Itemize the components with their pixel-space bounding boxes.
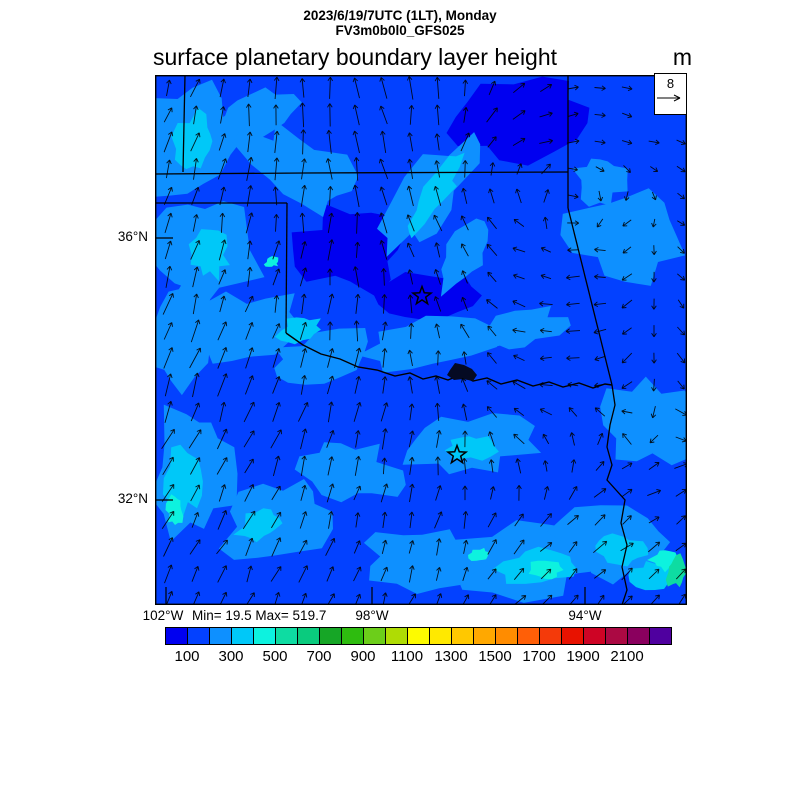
colorbar-tick-label: 1300 <box>434 648 468 665</box>
colorbar-cell <box>605 627 628 645</box>
colorbar-tick-label: 1500 <box>478 648 512 665</box>
colorbar-cell <box>209 627 232 645</box>
colorbar-cell <box>319 627 342 645</box>
field-patch <box>263 256 279 267</box>
map-frame <box>155 75 687 605</box>
minmax-stats: Min= 19.5 Max= 519.7 <box>192 608 327 623</box>
wind-reference-arrow-icon <box>657 94 681 102</box>
colorbar-cell <box>363 627 386 645</box>
state-border <box>285 202 288 334</box>
datetime-line: 2023/6/19/7UTC (1LT), Monday <box>303 8 497 23</box>
state-border <box>567 207 613 386</box>
state-border <box>182 75 186 173</box>
field-patch <box>291 203 406 298</box>
colorbar-cell <box>341 627 364 645</box>
field-patch <box>560 188 686 286</box>
colorbar-cell <box>649 627 672 645</box>
wind-reference-value: 8 <box>666 76 675 91</box>
field-patch <box>528 560 564 580</box>
map-layers <box>155 75 687 605</box>
colorbar-cell <box>517 627 540 645</box>
state-border <box>606 384 628 605</box>
wind-reference-box: 8 <box>654 73 687 115</box>
field-patch <box>572 158 628 207</box>
field-patch <box>204 87 302 150</box>
colorbar-cell <box>429 627 452 645</box>
colorbar-cell <box>385 627 408 645</box>
colorbar-tick-label: 1900 <box>566 648 600 665</box>
field-patch <box>294 442 406 503</box>
colorbar-tick-label: 1100 <box>390 648 424 665</box>
colorbar-cell <box>583 627 606 645</box>
lat-label: 36°N <box>117 229 148 244</box>
city-star-marker <box>445 443 469 465</box>
field-patch <box>407 152 465 239</box>
colorbar-cell <box>451 627 474 645</box>
field-patch <box>440 218 489 297</box>
field-patch <box>363 529 487 594</box>
field-patch <box>173 291 299 364</box>
colorbar-cell <box>539 627 562 645</box>
colorbar-cell <box>407 627 430 645</box>
field-patch <box>468 547 490 561</box>
lon-label: 98°W <box>355 608 389 623</box>
plot-title: surface planetary boundary layer height <box>153 44 558 70</box>
colorbar-cell <box>627 627 650 645</box>
colorbar-cell <box>231 627 254 645</box>
state-border <box>155 171 569 175</box>
colorbar <box>165 627 672 645</box>
field-patch <box>600 376 687 466</box>
map-canvas <box>155 75 687 605</box>
field-patch <box>444 436 499 461</box>
colorbar-cell <box>165 627 188 645</box>
colorbar-cell <box>495 627 518 645</box>
unit-label: m <box>672 44 692 70</box>
lat-label: 32°N <box>117 491 148 506</box>
city-star-marker <box>410 284 434 306</box>
field-patch <box>468 305 571 353</box>
field-patch <box>446 76 590 166</box>
field-patch <box>171 107 213 170</box>
wind-arrows <box>161 76 687 605</box>
field-patch <box>274 317 321 345</box>
colorbar-tick-label: 100 <box>174 648 200 665</box>
lon-label: 102°W <box>142 608 184 623</box>
colorbar-cell <box>253 627 276 645</box>
field-patch <box>665 553 687 588</box>
colorbar-tick-label: 300 <box>218 648 244 665</box>
colorbar-tick-label: 700 <box>306 648 332 665</box>
colorbar-tick-label: 2100 <box>610 648 644 665</box>
field-patch <box>232 120 359 217</box>
field-patch <box>233 508 283 543</box>
header-block: 2023/6/19/7UTC (1LT), Monday FV3m0b0l0_G… <box>0 8 800 38</box>
colorbar-cell <box>473 627 496 645</box>
lon-label: 94°W <box>568 608 602 623</box>
field-patch <box>274 328 368 385</box>
colorbar-tick-label: 900 <box>350 648 376 665</box>
colorbar-cell <box>187 627 210 645</box>
colorbar-cell <box>275 627 298 645</box>
colorbar-cell <box>561 627 584 645</box>
model-line: FV3m0b0l0_GFS025 <box>335 23 465 38</box>
colorbar-cell <box>297 627 320 645</box>
lake-blob <box>447 363 477 381</box>
colorbar-tick-label: 500 <box>262 648 288 665</box>
colorbar-tick-label: 1700 <box>522 648 556 665</box>
